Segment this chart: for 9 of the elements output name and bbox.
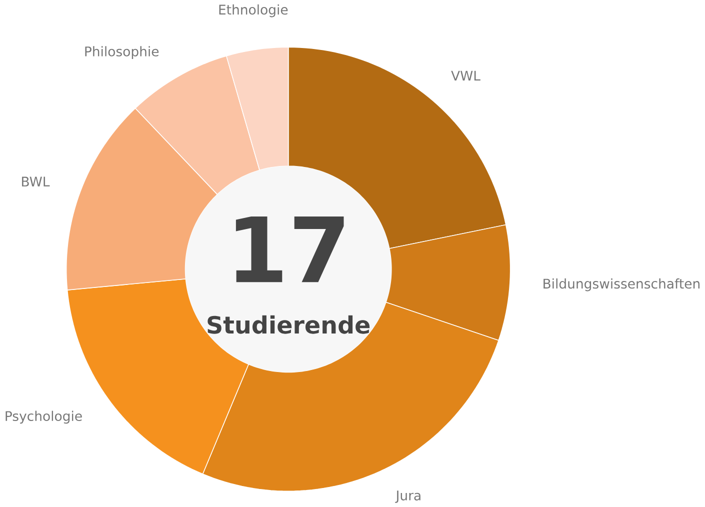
slice-label: Ethnologie <box>219 4 288 18</box>
slice-label: BWL <box>22 176 50 186</box>
slice-label: Bildungswissenschaften <box>544 278 700 292</box>
slice-label: Jura <box>395 490 420 503</box>
slice-label: VWL <box>451 70 480 80</box>
text: Studierende <box>208 315 370 334</box>
text: 17 <box>236 216 344 282</box>
slice-label: Philosophie <box>85 46 159 59</box>
slice-label: Psychologie <box>6 410 82 424</box>
